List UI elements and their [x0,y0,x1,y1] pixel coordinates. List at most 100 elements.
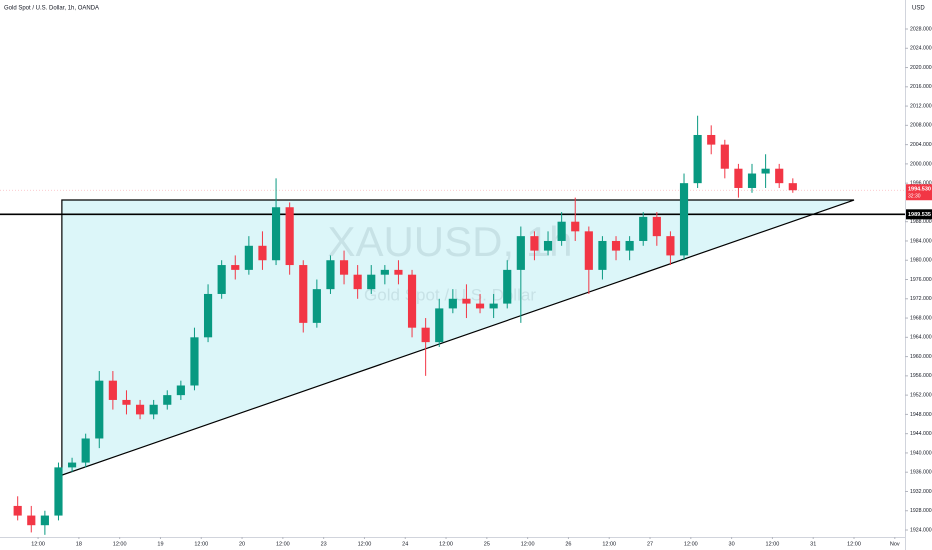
candle-body [503,269,512,304]
y-tick-label: 1944.000 [910,431,932,437]
candle-body [108,380,117,400]
x-tick-label: 19 [157,541,163,547]
candle-body [122,399,131,405]
x-tick-label: 12:00 [194,541,208,547]
x-tick-label: 12:00 [521,541,535,547]
horizontal-line-tag [906,209,932,220]
watermark-group: XAUUSD, 1h Gold Spot / U.S. Dollar [327,218,572,304]
candle-body [448,298,457,309]
countdown-label: 32:30 [908,194,921,200]
candle-body [326,260,335,290]
y-tick-label: 1956.000 [910,373,932,379]
candle-body [244,245,253,270]
y-tick-label: 1924.000 [910,527,932,533]
candle-body [95,380,104,439]
candle-body [652,216,661,237]
y-tick-label: 2004.000 [910,142,932,148]
candle-body [693,134,702,184]
candle-body [367,274,376,290]
candle-body [380,269,389,275]
candle-body [543,240,553,251]
candle-body [475,303,485,309]
y-tick-label: 1984.000 [910,238,932,244]
last-price-label: 1994.530 [908,187,931,193]
candle-body [639,216,648,241]
x-tick-label: 12:00 [113,541,127,547]
candle-body [571,221,580,232]
candle-body [720,144,729,169]
candle-body [81,438,90,463]
candle-body [271,207,281,261]
candle-body [679,183,689,256]
y-tick-label: 1948.000 [910,412,932,418]
y-tick-label: 1964.000 [910,335,932,341]
x-tick-label: 12:00 [684,541,698,547]
x-tick-label: 12:00 [358,541,372,547]
candle-body [421,327,430,343]
candle-body [312,289,321,323]
x-tick-label: 12:00 [766,541,780,547]
y-tick-label: 1960.000 [910,354,932,360]
candle-body [747,173,757,188]
candle-body [435,308,444,343]
x-tick-label: 30 [729,541,735,547]
candle-body [625,240,634,251]
candle-body [217,265,226,294]
y-tick-label: 1932.000 [910,489,932,495]
x-tick-label: 24 [402,541,408,547]
candle-body [557,221,566,241]
candle-body [707,134,716,145]
x-tick-label: 12:00 [847,541,861,547]
chart-title: Gold Spot / U.S. Dollar, 1h, OANDA [4,6,99,12]
candle-body [67,462,77,468]
candle-body [584,231,593,270]
x-tick-label: 25 [484,541,490,547]
x-tick-label: 12:00 [276,541,290,547]
triangle-pattern [61,199,855,476]
y-tick-label: 1980.000 [910,258,932,264]
candle-body [299,265,308,323]
candle-body [54,467,63,516]
y-tick-label: 2008.000 [910,123,932,129]
candle-body [339,260,349,275]
x-tick-label: 18 [76,541,82,547]
candle-body [135,404,145,415]
candle-body [258,245,267,261]
y-tick-label: 2000.000 [910,161,932,167]
x-tick-label: 12:00 [31,541,45,547]
candle-body [775,168,784,184]
candle-body [13,505,22,516]
candle-body [530,236,539,251]
x-tick-label: Nov [890,541,900,547]
candle-body [666,236,675,256]
candle-body [40,515,49,526]
y-tick-label: 1936.000 [910,470,932,476]
y-tick-label: 1952.000 [910,393,932,399]
x-tick-label: 23 [321,541,327,547]
candle-body [489,303,498,309]
candle-body [190,337,199,386]
candle-body [788,183,797,191]
x-tick-label: 27 [647,541,653,547]
y-tick-label: 1972.000 [910,296,932,302]
y-tick-label: 2020.000 [910,65,932,71]
candle-body [761,168,770,174]
candle-body [149,404,158,415]
y-tick-label: 2024.000 [910,46,932,52]
horizontal-line-label: 1989.535 [908,212,931,218]
candle-body [203,293,213,338]
candle-body [407,274,417,328]
candle-body [598,240,607,270]
x-tick-label: 26 [565,541,571,547]
candle-body [611,240,621,251]
candle-body [462,298,471,304]
candle-body [516,236,525,270]
x-tick-label: 12:00 [602,541,616,547]
x-tick-label: 20 [239,541,245,547]
x-tick-label: 31 [810,541,816,547]
y-tick-label: 1988.000 [910,219,932,225]
candle-body [285,207,294,266]
axis-unit: USD [912,6,925,12]
